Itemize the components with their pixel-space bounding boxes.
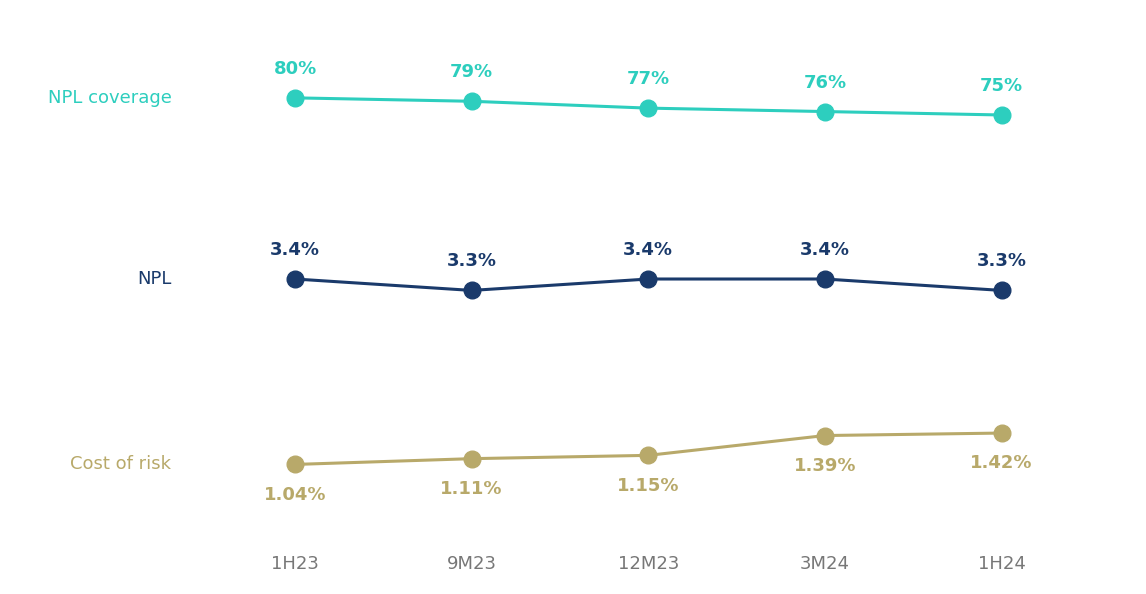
Point (816, 107, 834, 116)
Text: NPL coverage: NPL coverage (47, 89, 172, 107)
Text: NPL: NPL (138, 270, 172, 288)
Point (639, 274, 658, 284)
Text: 77%: 77% (627, 70, 670, 88)
Text: 1.11%: 1.11% (440, 480, 503, 498)
Text: 3.4%: 3.4% (623, 241, 674, 259)
Text: 3.4%: 3.4% (270, 241, 320, 259)
Point (639, 103, 658, 113)
Text: Cost of risk: Cost of risk (70, 456, 172, 473)
Point (285, 460, 304, 469)
Point (992, 110, 1011, 120)
Point (816, 274, 834, 284)
Text: 76%: 76% (803, 74, 847, 91)
Point (463, 286, 481, 295)
Point (992, 286, 1011, 295)
Text: 1.15%: 1.15% (617, 477, 680, 495)
Text: 3.3%: 3.3% (447, 252, 496, 270)
Point (992, 428, 1011, 438)
Point (463, 454, 481, 463)
Text: 75%: 75% (980, 77, 1023, 95)
Point (285, 274, 304, 284)
Text: 3.3%: 3.3% (976, 252, 1027, 270)
Text: 79%: 79% (450, 64, 493, 81)
Text: 1.04%: 1.04% (264, 486, 327, 504)
Point (285, 93, 304, 103)
Point (639, 451, 658, 460)
Text: 3.4%: 3.4% (800, 241, 850, 259)
Point (816, 431, 834, 440)
Point (463, 97, 481, 106)
Text: 80%: 80% (274, 60, 316, 78)
Text: 1.39%: 1.39% (794, 457, 856, 475)
Text: 1.42%: 1.42% (971, 454, 1033, 472)
